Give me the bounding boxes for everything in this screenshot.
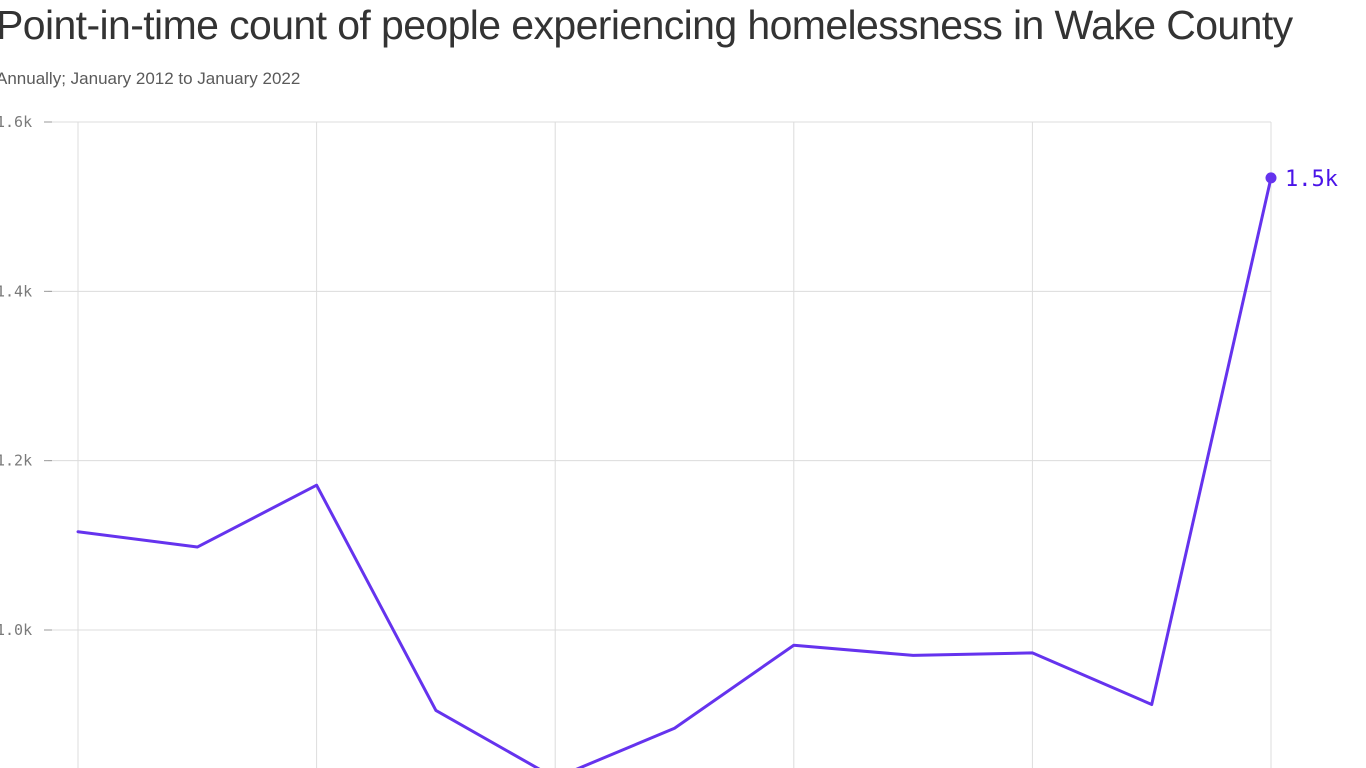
chart-title: Point-in-time count of people experienci…	[0, 2, 1293, 48]
series-line	[76, 176, 1273, 768]
y-tick-label: 1.6k	[0, 113, 32, 131]
end-point-marker	[1265, 172, 1277, 184]
y-tick-label: 1.4k	[0, 282, 32, 300]
end-point-label: 1.5k	[1285, 167, 1338, 192]
grid-layer	[48, 121, 1272, 768]
chart-subtitle: Annually; January 2012 to January 2022	[0, 69, 301, 88]
y-axis-ticks: 1.0k 1.2k 1.4k 1.6k	[0, 113, 52, 639]
y-tick-label: 1.2k	[0, 452, 32, 470]
series-layer: 1.5k	[76, 167, 1338, 768]
y-tick-label: 1.0k	[0, 621, 32, 639]
